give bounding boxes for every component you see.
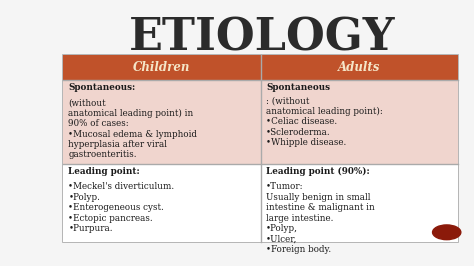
Text: •Tumor:
Usually benign in small
intestine & malignant in
large intestine.
•Polyp: •Tumor: Usually benign in small intestin… [266, 182, 375, 254]
FancyBboxPatch shape [63, 164, 261, 242]
Text: Leading point (90%):: Leading point (90%): [266, 167, 370, 176]
Text: Spontaneous:: Spontaneous: [68, 83, 136, 92]
Text: •Meckel's diverticulum.
•Polyp.
•Enterogeneous cyst.
•Ectopic pancreas.
•Purpura: •Meckel's diverticulum. •Polyp. •Enterog… [68, 182, 174, 233]
Text: (without
anatomical leading point) in
90% of cases:
•Mucosal edema & lymphoid
hy: (without anatomical leading point) in 90… [68, 98, 197, 159]
FancyBboxPatch shape [63, 80, 261, 164]
Text: ETIOLOGY: ETIOLOGY [128, 16, 395, 59]
Text: Leading point:: Leading point: [68, 167, 140, 176]
FancyBboxPatch shape [261, 80, 458, 164]
Text: Adults: Adults [338, 61, 381, 74]
Text: Spontaneous: Spontaneous [266, 83, 330, 92]
Text: Children: Children [133, 61, 190, 74]
Circle shape [433, 225, 461, 240]
Text: : (without
anatomical leading point):
•Celiac disease.
•Scleroderma.
•Whipple di: : (without anatomical leading point): •C… [266, 97, 383, 147]
FancyBboxPatch shape [261, 164, 458, 242]
FancyBboxPatch shape [63, 55, 458, 80]
